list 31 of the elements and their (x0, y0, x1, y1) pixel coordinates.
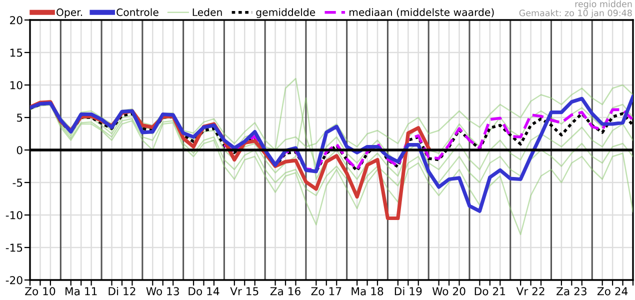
legend-label: gemiddelde (256, 8, 316, 18)
text: regio midden (575, 0, 632, 9)
x-tick-label: Zo 17 (311, 287, 342, 296)
x-tick-label: Vr 15 (230, 287, 258, 296)
x-tick-label: Di 12 (108, 286, 136, 296)
x-tick-label: Vr 22 (516, 287, 544, 296)
x-tick-label: Za 23 (556, 287, 586, 296)
x-tick-label: Wo 20 (432, 287, 466, 296)
y-tick-label: 20 (10, 16, 22, 24)
x-tick-label: Ma 11 (66, 287, 97, 296)
y-tick-label: 15 (10, 48, 22, 57)
x-tick-label: Do 14 (188, 287, 220, 296)
x-tick-label: Wo 13 (146, 287, 179, 296)
y-tick-label: 10 (10, 81, 22, 90)
x-tick-label: Zo 24 (597, 287, 628, 296)
y-tick-label: 0 (16, 146, 22, 154)
x-tick-label: Do 21 (474, 287, 506, 296)
y-tick-label: -5 (12, 178, 22, 187)
legend-label: mediaan (middelste waarde) (349, 8, 494, 18)
y-tick-label: -10 (6, 211, 22, 220)
legend-label: Controle (116, 8, 158, 16)
legend-label: Oper. (56, 8, 82, 18)
x-tick-label: Zo 10 (25, 287, 56, 296)
legend-label: Leden (192, 8, 222, 16)
x-tick-label: Za 16 (270, 287, 300, 296)
x-tick-label: Ma 18 (352, 287, 384, 296)
x-tick-label: Di 19 (394, 286, 422, 296)
y-tick-label: -20 (6, 276, 22, 284)
y-tick-label: 5 (17, 114, 22, 122)
text: Gemaakt: zo 10 jan 09:48 (519, 10, 632, 18)
y-tick-label: -15 (6, 244, 22, 252)
